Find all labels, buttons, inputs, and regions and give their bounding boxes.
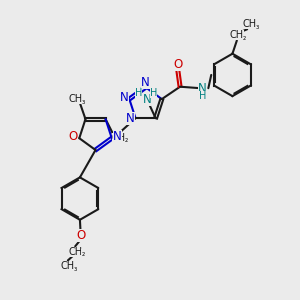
Text: O: O (76, 229, 85, 242)
Text: CH: CH (230, 30, 244, 40)
Text: ₂: ₂ (125, 136, 128, 145)
Text: ₃: ₃ (82, 97, 85, 106)
Text: CH: CH (242, 19, 256, 29)
Text: CH: CH (68, 247, 82, 256)
Text: O: O (69, 130, 78, 143)
Text: N: N (142, 92, 151, 106)
Text: N: N (113, 130, 122, 143)
Text: ₂: ₂ (243, 33, 246, 42)
Text: ₂: ₂ (81, 249, 85, 258)
Text: N: N (126, 112, 135, 125)
Text: H: H (135, 88, 142, 98)
Text: ₃: ₃ (74, 264, 77, 273)
Text: N: N (198, 82, 207, 95)
Text: CH: CH (112, 133, 126, 142)
Text: CH: CH (69, 94, 83, 104)
Text: N: N (120, 91, 129, 104)
Text: N: N (141, 76, 150, 89)
Text: ₃: ₃ (256, 22, 259, 31)
Text: CH: CH (61, 261, 75, 271)
Text: H: H (199, 92, 206, 101)
Text: H: H (150, 88, 157, 98)
Text: O: O (173, 58, 182, 71)
